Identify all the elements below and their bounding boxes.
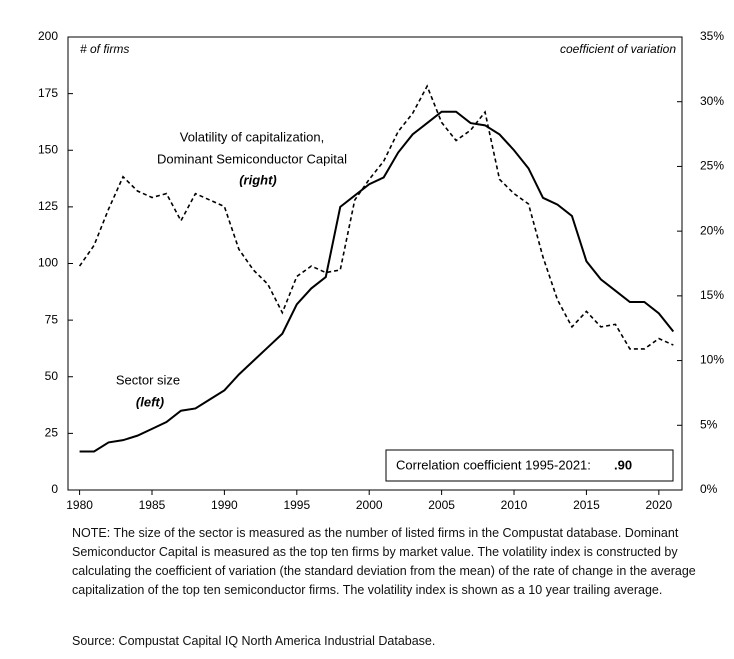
y2-tick-label: 15%: [700, 288, 724, 302]
y-tick-label: 125: [38, 199, 58, 213]
x-tick-label: 2000: [356, 498, 383, 512]
x-tick-label: 1990: [211, 498, 238, 512]
y2-tick-label: 25%: [700, 159, 724, 173]
y-tick-label: 50: [45, 369, 59, 383]
y-tick-label: 150: [38, 142, 58, 156]
correlation-value: .90: [614, 457, 632, 472]
y-tick-label: 25: [45, 426, 59, 440]
y2-tick-label: 5%: [700, 417, 718, 431]
y-tick-label: 100: [38, 256, 58, 270]
y2-tick-label: 20%: [700, 223, 724, 237]
x-tick-label: 2010: [501, 498, 528, 512]
y-axis-label: # of firms: [80, 42, 129, 56]
y-tick-label: 75: [45, 312, 59, 326]
x-tick-label: 1980: [66, 498, 93, 512]
annotation: Sector size: [116, 372, 180, 387]
correlation-label: Correlation coefficient 1995-2021:: [396, 457, 591, 472]
annotation: (left): [136, 394, 164, 409]
annotation: Dominant Semiconductor Capital: [157, 151, 347, 166]
y2-tick-label: 0%: [700, 482, 718, 496]
note: NOTE: The size of the sector is measured…: [72, 526, 696, 597]
plot-frame: [67, 36, 683, 491]
x-tick-label: 1995: [283, 498, 310, 512]
source: Source: Compustat Capital IQ North Ameri…: [72, 634, 436, 648]
x-tick-label: 2005: [428, 498, 455, 512]
x-tick-label: 2020: [645, 498, 672, 512]
y2-tick-label: 10%: [700, 353, 724, 367]
y-tick-label: 200: [38, 29, 58, 43]
chart: # of firms coefficient of variation Vola…: [38, 29, 724, 512]
series-line: [79, 110, 675, 453]
series-line: [78, 84, 674, 350]
y-tick-label: 0: [51, 482, 58, 496]
correlation-box: [385, 449, 674, 482]
y2-axis-label: coefficient of variation: [560, 42, 676, 56]
annotation: Volatility of capitalization,: [180, 129, 325, 144]
annotation: (right): [239, 172, 277, 187]
x-tick-label: 2015: [573, 498, 600, 512]
y2-tick-label: 35%: [700, 29, 724, 43]
x-tick-label: 1985: [139, 498, 166, 512]
y2-tick-label: 30%: [700, 94, 724, 108]
y-tick-label: 175: [38, 86, 58, 100]
